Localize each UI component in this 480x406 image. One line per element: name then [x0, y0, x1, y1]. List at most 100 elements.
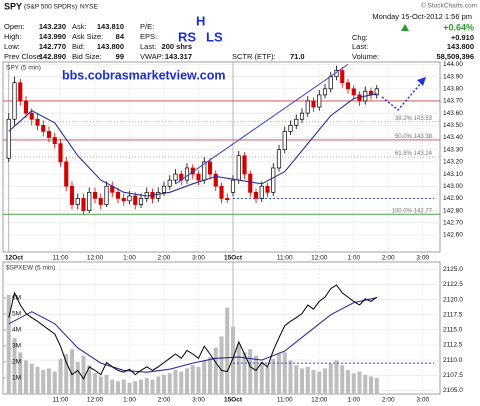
quote-value: 99 — [116, 52, 124, 61]
volume-bar — [236, 344, 241, 394]
candle-body — [35, 118, 40, 126]
candle-body — [374, 88, 379, 96]
candle-body — [236, 155, 241, 181]
volume-bar — [18, 352, 23, 394]
volume-bar — [374, 378, 379, 394]
candle-body — [81, 198, 86, 211]
volume-bar — [150, 379, 155, 394]
security-name: (S&P 500 SPDRs) — [24, 4, 77, 11]
y-tick-label: 144.00 — [443, 61, 463, 68]
quote-value: 143.800 — [97, 42, 124, 51]
candle-body — [6, 118, 11, 159]
volume-bar — [52, 371, 57, 394]
volume-bar — [161, 374, 167, 394]
candle-body — [207, 161, 213, 175]
volume-bar — [144, 378, 149, 394]
candle-body — [161, 185, 167, 193]
y-tick-label: 2122.5 — [443, 281, 463, 288]
x-tick-label: 12:00 — [87, 255, 104, 262]
x-tick-label: 1:00 — [123, 397, 136, 404]
candle-body — [29, 112, 34, 120]
volume-tick-label: 2M — [12, 359, 21, 366]
quote-value: 142.890 — [39, 52, 66, 61]
candle-body — [115, 191, 121, 199]
candle-body — [230, 179, 236, 193]
volume-bar — [179, 371, 184, 394]
y-tick-label: 2115.0 — [443, 327, 463, 334]
x-tick-label: 11:00 — [53, 255, 69, 262]
quote-value: 143.230 — [39, 22, 66, 31]
x-tick-label: 15Oct — [224, 255, 243, 262]
volume-bar — [41, 370, 46, 394]
candle-body — [288, 124, 293, 132]
volume-bar — [276, 354, 282, 394]
x-tick-label: 12:00 — [87, 397, 104, 404]
x-tick-label: 12:00 — [311, 255, 328, 262]
candle-body — [98, 198, 103, 205]
volume-bar — [202, 360, 207, 394]
moving-average — [8, 297, 377, 373]
volume-bar — [265, 366, 270, 394]
x-tick-label: 15Oct — [224, 397, 243, 404]
candle-body — [12, 82, 17, 120]
candle-body — [248, 173, 253, 193]
volume-bar — [282, 352, 287, 394]
panel-title: $SPXEW (5 min) — [6, 265, 55, 272]
volume-bar — [110, 379, 115, 394]
volume-bar — [196, 366, 201, 394]
y-tick-label: 2120.0 — [443, 296, 463, 303]
x-tick-label: 2:00 — [382, 397, 395, 404]
annotation: H — [196, 13, 205, 28]
trendline — [175, 63, 349, 185]
candle-body — [18, 82, 23, 102]
y-tick-label: 143.70 — [443, 98, 463, 105]
volume-bar — [317, 371, 322, 394]
volume-bar — [23, 360, 29, 394]
volume-tick-label: 1M — [12, 375, 21, 382]
quote-value: 142.770 — [39, 42, 66, 51]
candle-body — [322, 88, 328, 96]
volume-bar — [92, 373, 98, 394]
change: +0.910 — [451, 33, 474, 42]
volume-bar — [322, 368, 328, 394]
volume-bar — [138, 379, 144, 394]
volume-bar — [368, 376, 374, 394]
y-tick-label: 143.10 — [443, 171, 463, 178]
volume-bar — [87, 365, 92, 394]
fib-label: 100.0% 142.77 — [392, 208, 433, 214]
candle-body — [282, 131, 287, 151]
volume-bar — [259, 362, 264, 394]
volume-bar — [75, 362, 80, 394]
volume-bar — [184, 368, 190, 394]
y-tick-label: 2105.0 — [443, 387, 463, 394]
volume-tick-label: 5M — [12, 311, 21, 318]
candle-body — [41, 124, 46, 132]
volume-bar — [213, 347, 218, 394]
x-tick-label: 2:00 — [158, 397, 171, 404]
y-tick-label: 143.60 — [443, 110, 463, 117]
moving-average — [8, 93, 377, 197]
volume-bar — [351, 373, 356, 394]
y-tick-label: 2110.0 — [443, 357, 463, 364]
quote-label: Ask: — [72, 22, 87, 31]
candle-body — [23, 100, 29, 114]
forecast-arrow — [381, 81, 423, 112]
volume-bar — [35, 366, 40, 394]
x-tick-label: 3:00 — [192, 255, 205, 262]
candle-body — [173, 173, 178, 181]
quote-label: Bid Size: — [72, 52, 102, 61]
volume-bar — [225, 307, 230, 394]
quote-value: 84 — [116, 32, 125, 41]
volume-bar — [115, 381, 121, 394]
volume-bar — [288, 360, 293, 394]
x-tick-label: 11:00 — [277, 397, 293, 404]
volume-bar — [207, 357, 213, 394]
quote-label: EPS: — [140, 32, 157, 41]
last: 143.800 — [447, 42, 474, 51]
volume-bar — [230, 326, 236, 394]
candle-body — [138, 198, 144, 205]
volume-bar — [12, 338, 17, 394]
y-tick-label: 143.00 — [443, 183, 463, 190]
symbol: SPY — [4, 1, 22, 11]
